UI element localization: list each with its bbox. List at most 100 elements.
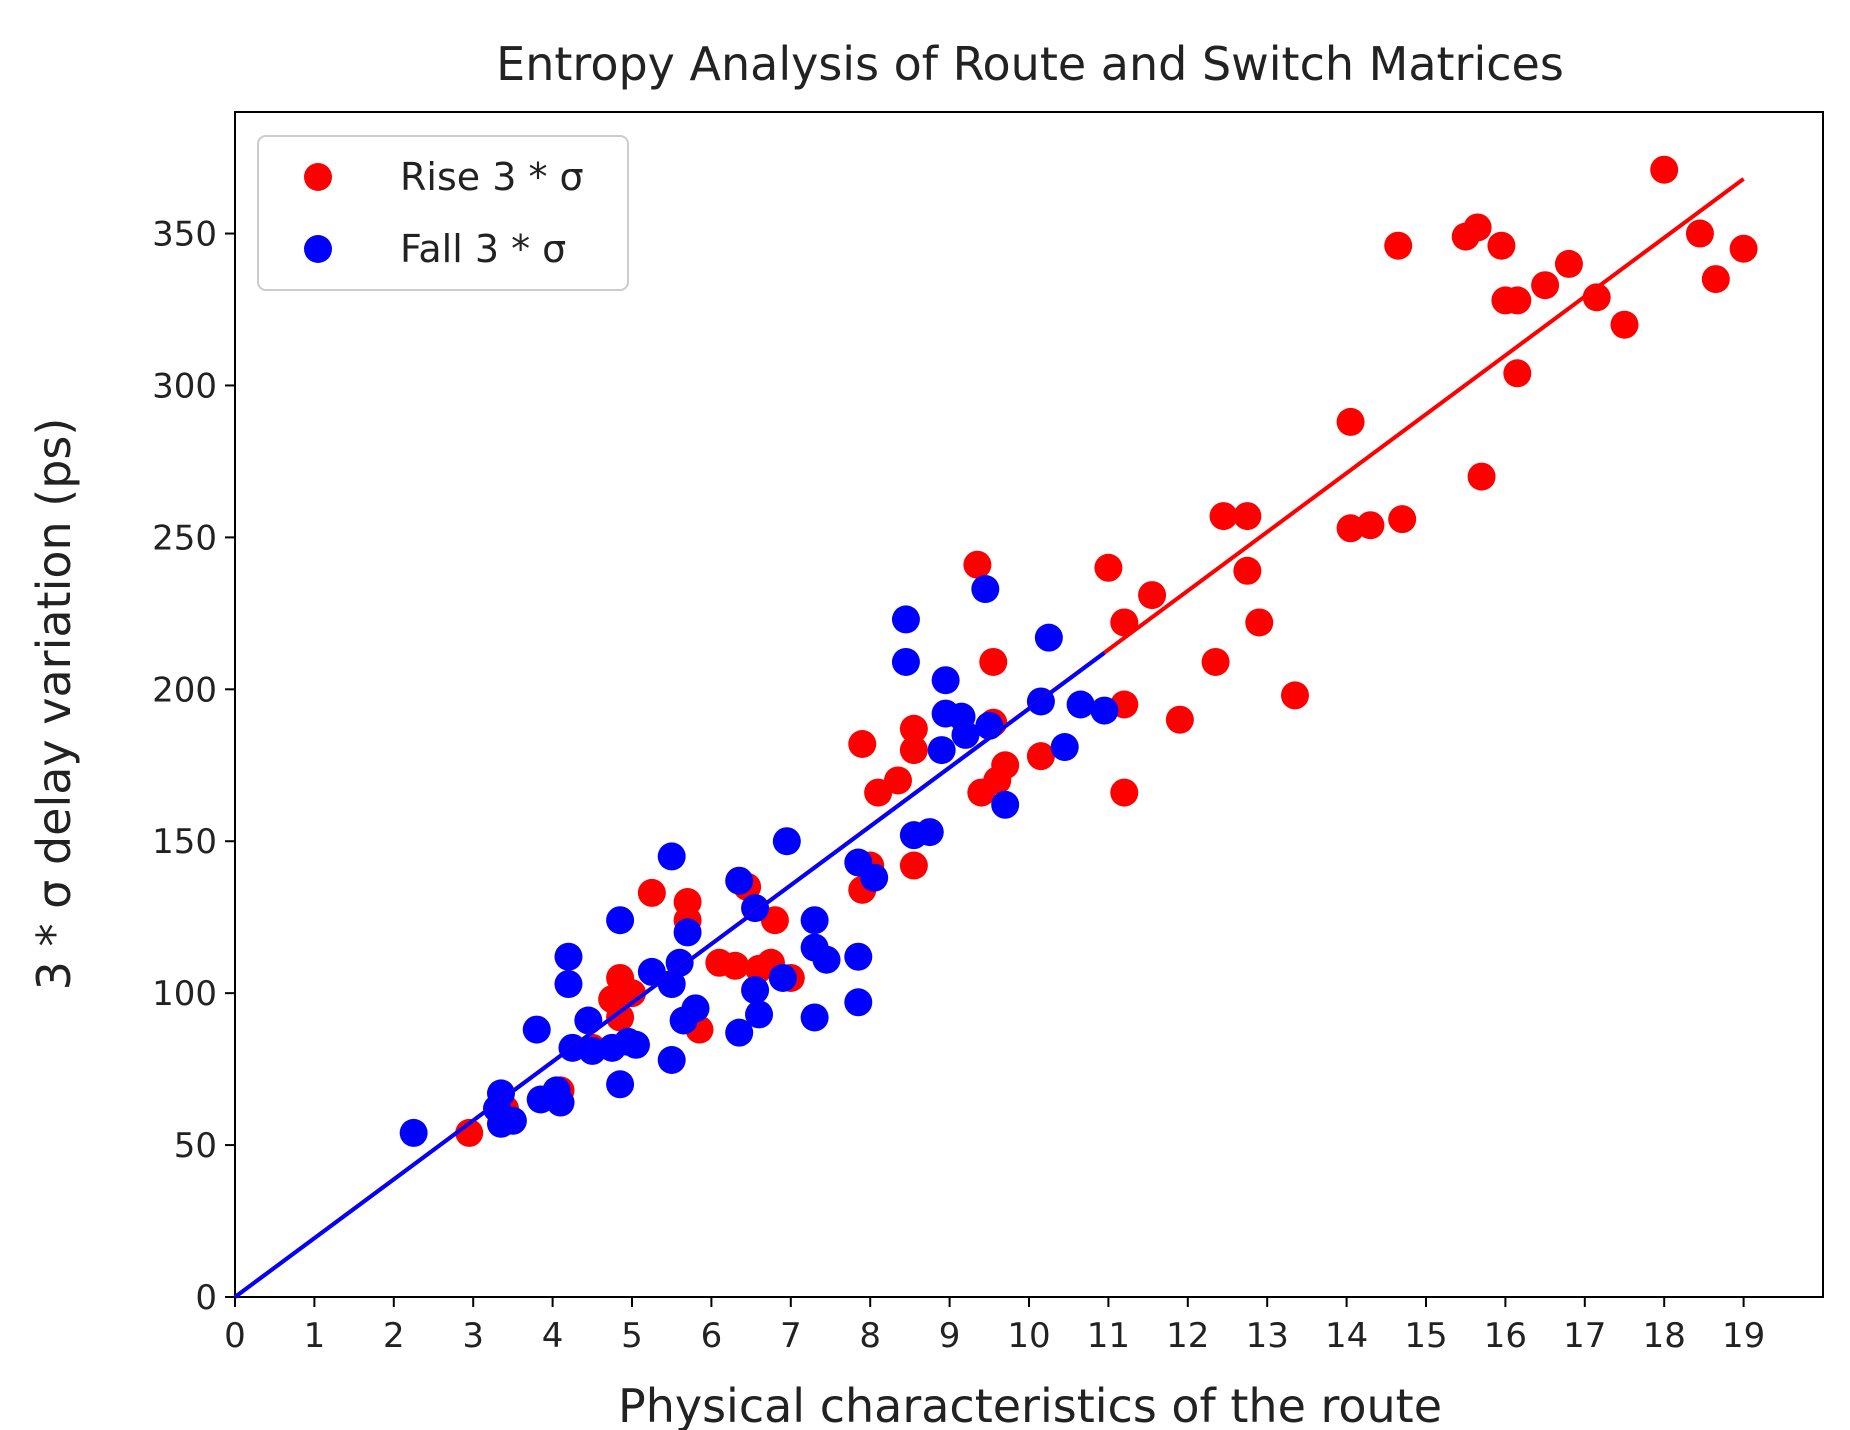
rise-point — [1685, 219, 1714, 248]
x-tick-label: 8 — [859, 1316, 881, 1356]
rise-point — [1026, 742, 1055, 771]
x-tick-label: 7 — [780, 1316, 802, 1356]
x-tick-label: 19 — [1722, 1316, 1765, 1356]
fall-point — [1066, 690, 1095, 719]
legend-label-fall: Fall 3 * σ — [400, 227, 566, 271]
fall-point — [399, 1118, 428, 1147]
fall-point — [554, 970, 583, 999]
y-tick-label: 150 — [152, 822, 217, 862]
fall-point — [915, 818, 944, 847]
fall-point — [812, 945, 841, 974]
rise-point — [848, 730, 877, 758]
rise-point — [963, 550, 992, 579]
rise-point — [979, 647, 1008, 676]
legend-box — [257, 135, 629, 291]
chart-title: Entropy Analysis of Route and Switch Mat… — [496, 37, 1564, 91]
y-axis-label: 3 * σ delay variation (ps) — [27, 418, 81, 991]
fall-point — [971, 575, 1000, 604]
fall-point — [891, 647, 920, 676]
rise-point — [1209, 502, 1238, 531]
rise-point — [899, 714, 928, 743]
rise-point — [1487, 231, 1516, 260]
rise-point — [1467, 462, 1496, 491]
x-tick-label: 1 — [304, 1316, 326, 1356]
fall-point — [606, 1070, 635, 1099]
fall-point — [927, 736, 956, 765]
y-tick-label: 250 — [152, 518, 217, 558]
rise-point — [1531, 271, 1560, 300]
fall-point — [1090, 696, 1119, 725]
x-tick-label: 16 — [1484, 1316, 1527, 1356]
fall-point — [800, 1003, 829, 1032]
rise-point — [899, 851, 928, 880]
rise-point — [1138, 581, 1167, 610]
fall-point — [725, 1018, 754, 1047]
legend-label-rise: Rise 3 * σ — [400, 155, 584, 199]
rise-point — [1201, 647, 1230, 676]
fall-point — [522, 1015, 551, 1044]
y-axis: 0 50 100 150 200 250 300 350 — [152, 215, 235, 1318]
fall-point — [931, 666, 960, 695]
rise-point — [1356, 511, 1385, 540]
rise-point — [1110, 778, 1139, 807]
legend-marker-fall — [304, 235, 332, 263]
rise-point — [1650, 155, 1679, 184]
y-tick-label: 300 — [152, 366, 217, 406]
rise-point — [1582, 283, 1611, 312]
rise-point — [1280, 681, 1309, 710]
fall-fit-line — [233, 651, 1106, 1299]
x-tick-label: 5 — [621, 1316, 643, 1356]
y-tick-label: 100 — [152, 974, 217, 1014]
x-tick-label: 3 — [462, 1316, 484, 1356]
rise-point — [883, 766, 912, 795]
x-tick-label: 9 — [939, 1316, 961, 1356]
rise-point — [1165, 705, 1194, 734]
x-tick-label: 10 — [1007, 1316, 1050, 1356]
rise-point — [1503, 286, 1532, 315]
rise-point — [1388, 505, 1417, 534]
x-tick-label: 12 — [1166, 1316, 1209, 1356]
rise-point — [606, 1003, 635, 1032]
x-tick-label: 13 — [1246, 1316, 1289, 1356]
fall-point — [860, 863, 889, 892]
fall-point — [1050, 733, 1079, 762]
fall-point — [844, 942, 873, 971]
rise-point — [1463, 213, 1492, 242]
y-tick-label: 0 — [195, 1278, 217, 1318]
fall-point — [554, 942, 583, 971]
rise-point — [899, 736, 928, 765]
rise-point — [991, 751, 1020, 780]
legend: Rise 3 * σ Fall 3 * σ — [257, 135, 629, 291]
fall-point — [1034, 623, 1063, 652]
fit-lines — [233, 177, 1745, 1299]
rise-point — [1503, 359, 1532, 388]
x-tick-label: 17 — [1563, 1316, 1606, 1356]
fall-point — [745, 1000, 774, 1029]
fall-point — [498, 1106, 527, 1135]
y-tick-label: 50 — [174, 1126, 217, 1166]
x-tick-label: 14 — [1325, 1316, 1368, 1356]
data-points — [399, 155, 1758, 1147]
rise-point — [1110, 608, 1139, 637]
fall-point — [800, 906, 829, 935]
rise-point — [1729, 234, 1758, 263]
fall-point — [951, 720, 980, 749]
rise-point — [1336, 407, 1365, 436]
x-tick-label: 15 — [1404, 1316, 1447, 1356]
x-tick-label: 0 — [224, 1316, 246, 1356]
rise-point — [721, 951, 750, 980]
fall-point — [621, 1030, 650, 1059]
fall-point — [657, 842, 686, 871]
fall-point — [725, 866, 754, 895]
y-tick-label: 350 — [152, 215, 217, 255]
rise-point — [637, 878, 666, 907]
fall-point — [768, 963, 797, 992]
rise-point — [1701, 265, 1730, 294]
fall-point — [991, 790, 1020, 819]
x-tick-label: 11 — [1087, 1316, 1130, 1356]
fall-point — [673, 918, 702, 947]
rise-point — [455, 1118, 484, 1147]
rise-point — [1233, 502, 1262, 531]
rise-point — [1233, 556, 1262, 585]
